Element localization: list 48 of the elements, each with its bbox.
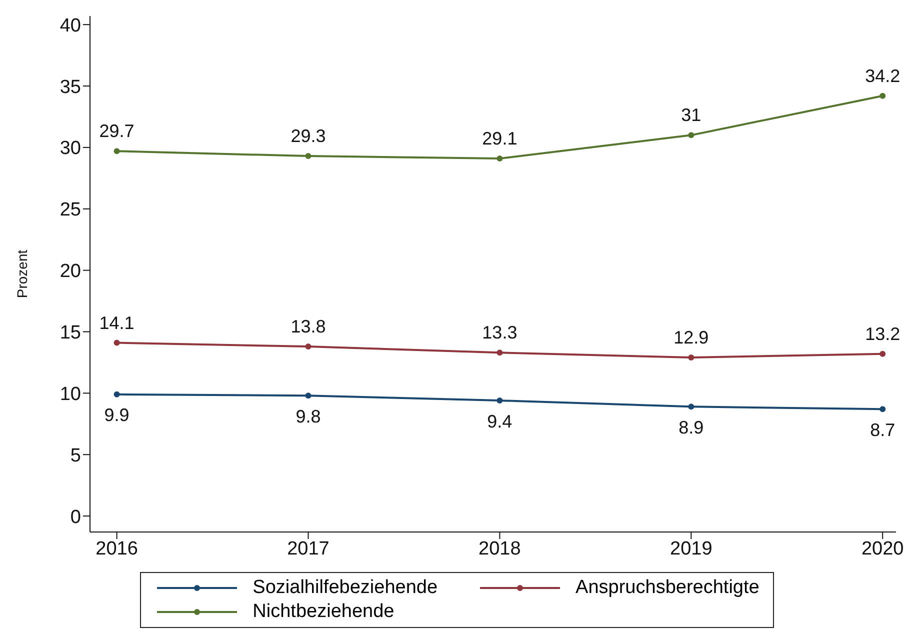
data-label: 8.7 xyxy=(870,420,896,440)
data-label: 13.2 xyxy=(865,324,900,344)
y-tick-label: 15 xyxy=(60,322,81,344)
data-label: 9.9 xyxy=(104,405,130,426)
point xyxy=(880,92,886,99)
data-label: 34.2 xyxy=(865,66,900,86)
legend-label: Anspruchsberechtigte xyxy=(576,577,760,599)
point xyxy=(496,156,503,162)
data-label: 13.8 xyxy=(290,316,326,336)
point xyxy=(688,354,694,361)
y-tick-label: 25 xyxy=(60,200,81,221)
y-tick-label: 40 xyxy=(60,15,81,36)
data-label: 31 xyxy=(681,105,702,126)
point xyxy=(305,392,312,399)
point xyxy=(114,148,120,154)
x-tick-label: 2017 xyxy=(287,538,330,560)
point xyxy=(688,132,694,138)
y-tick-label: 20 xyxy=(60,261,81,282)
x-tick-label: 2020 xyxy=(861,538,904,560)
point xyxy=(305,153,312,160)
data-label: 12.9 xyxy=(674,328,709,348)
point xyxy=(496,350,503,356)
data-label: 9.4 xyxy=(487,411,512,432)
y-tick-label: 30 xyxy=(60,138,81,160)
data-label: 29.1 xyxy=(482,128,518,149)
x-tick-label: 2018 xyxy=(478,538,521,560)
data-label: 13.3 xyxy=(482,322,518,343)
point xyxy=(114,391,120,398)
legend-label: Sozialhilfebeziehende xyxy=(252,577,438,599)
y-tick-label: 0 xyxy=(70,506,81,528)
point xyxy=(496,398,503,404)
point xyxy=(880,350,886,357)
data-label: 14.1 xyxy=(99,312,134,333)
legend-label: Nichtbeziehende xyxy=(252,601,394,623)
point xyxy=(305,343,312,350)
data-label: 9.8 xyxy=(296,406,321,426)
data-label: 8.9 xyxy=(678,417,704,438)
point xyxy=(880,406,886,412)
data-label: 29.3 xyxy=(290,126,326,146)
point xyxy=(114,340,120,346)
y-tick-label: 5 xyxy=(70,445,81,466)
y-axis-title: Prozent xyxy=(14,250,30,298)
y-tick-label: 35 xyxy=(60,76,81,98)
x-tick-label: 2019 xyxy=(670,538,712,560)
x-tick-label: 2016 xyxy=(96,538,138,560)
point xyxy=(688,404,694,410)
data-label: 29.7 xyxy=(99,121,134,142)
y-tick-label: 10 xyxy=(60,384,81,405)
